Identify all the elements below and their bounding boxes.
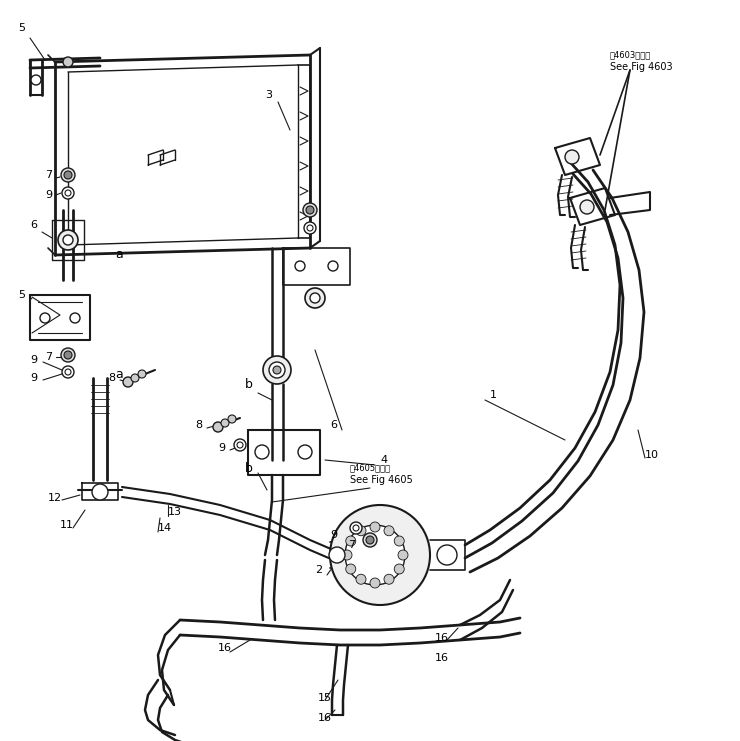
Circle shape bbox=[342, 550, 352, 560]
Text: 9: 9 bbox=[30, 355, 37, 365]
Circle shape bbox=[580, 200, 594, 214]
Text: 16: 16 bbox=[435, 633, 449, 643]
Text: See Fig 4605: See Fig 4605 bbox=[350, 475, 413, 485]
Circle shape bbox=[366, 536, 374, 544]
Circle shape bbox=[398, 550, 408, 560]
Text: 7: 7 bbox=[45, 170, 52, 180]
Text: 9: 9 bbox=[30, 373, 37, 383]
Circle shape bbox=[61, 348, 75, 362]
Circle shape bbox=[64, 351, 72, 359]
Text: 16: 16 bbox=[318, 713, 332, 723]
Circle shape bbox=[213, 422, 223, 432]
Circle shape bbox=[370, 522, 380, 532]
Text: 第4605図参乃: 第4605図参乃 bbox=[350, 464, 391, 473]
Text: 5: 5 bbox=[18, 290, 25, 300]
Circle shape bbox=[328, 261, 338, 271]
Text: See Fig 4603: See Fig 4603 bbox=[610, 62, 673, 72]
Circle shape bbox=[310, 293, 320, 303]
Text: 16: 16 bbox=[435, 653, 449, 663]
Text: 15: 15 bbox=[318, 693, 332, 703]
Circle shape bbox=[356, 574, 366, 584]
Text: 6: 6 bbox=[330, 420, 337, 430]
Circle shape bbox=[61, 168, 75, 182]
Text: 9: 9 bbox=[330, 530, 337, 540]
Text: 3: 3 bbox=[265, 90, 272, 100]
Circle shape bbox=[63, 235, 73, 245]
Circle shape bbox=[40, 313, 50, 323]
Text: 13: 13 bbox=[168, 507, 182, 517]
Circle shape bbox=[363, 533, 377, 547]
Circle shape bbox=[307, 225, 313, 231]
Circle shape bbox=[345, 525, 405, 585]
Circle shape bbox=[92, 484, 108, 500]
Circle shape bbox=[565, 150, 579, 164]
Text: 9: 9 bbox=[218, 443, 225, 453]
Circle shape bbox=[437, 545, 457, 565]
Circle shape bbox=[62, 366, 74, 378]
Circle shape bbox=[330, 505, 430, 605]
Circle shape bbox=[62, 187, 74, 199]
Circle shape bbox=[263, 356, 291, 384]
Circle shape bbox=[65, 190, 71, 196]
Circle shape bbox=[298, 445, 312, 459]
Text: a: a bbox=[115, 248, 123, 262]
Circle shape bbox=[384, 574, 394, 584]
Text: 14: 14 bbox=[158, 523, 172, 533]
Text: 4: 4 bbox=[380, 455, 387, 465]
Text: b: b bbox=[245, 462, 253, 474]
Circle shape bbox=[234, 439, 246, 451]
Circle shape bbox=[123, 377, 133, 387]
Text: 2: 2 bbox=[315, 565, 322, 575]
Circle shape bbox=[384, 526, 394, 536]
Circle shape bbox=[305, 288, 325, 308]
Circle shape bbox=[394, 536, 404, 546]
Circle shape bbox=[350, 522, 362, 534]
Text: 8: 8 bbox=[108, 373, 115, 383]
Circle shape bbox=[63, 57, 73, 67]
Text: 9: 9 bbox=[45, 190, 52, 200]
Text: 5: 5 bbox=[18, 23, 25, 33]
Text: 7: 7 bbox=[45, 352, 52, 362]
Circle shape bbox=[31, 75, 41, 85]
Circle shape bbox=[64, 171, 72, 179]
Text: 6: 6 bbox=[30, 220, 37, 230]
Circle shape bbox=[269, 362, 285, 378]
Circle shape bbox=[58, 230, 78, 250]
Text: 11: 11 bbox=[60, 520, 74, 530]
Circle shape bbox=[394, 564, 404, 574]
Circle shape bbox=[370, 578, 380, 588]
Circle shape bbox=[131, 374, 139, 382]
Circle shape bbox=[304, 222, 316, 234]
Text: 16: 16 bbox=[218, 643, 232, 653]
Text: 7: 7 bbox=[348, 540, 355, 550]
Text: 10: 10 bbox=[645, 450, 659, 460]
Circle shape bbox=[255, 445, 269, 459]
Circle shape bbox=[346, 564, 356, 574]
Circle shape bbox=[237, 442, 243, 448]
Circle shape bbox=[346, 536, 356, 546]
Circle shape bbox=[221, 419, 229, 427]
Circle shape bbox=[295, 261, 305, 271]
Text: 8: 8 bbox=[195, 420, 202, 430]
Circle shape bbox=[329, 547, 345, 563]
Circle shape bbox=[353, 525, 359, 531]
Circle shape bbox=[138, 370, 146, 378]
Circle shape bbox=[70, 313, 80, 323]
Circle shape bbox=[273, 366, 281, 374]
Text: 第4603図参乃: 第4603図参乃 bbox=[610, 50, 651, 59]
Circle shape bbox=[306, 206, 314, 214]
Text: a: a bbox=[115, 368, 123, 382]
Text: b: b bbox=[245, 379, 253, 391]
Circle shape bbox=[228, 415, 236, 423]
Circle shape bbox=[303, 203, 317, 217]
Text: 12: 12 bbox=[48, 493, 62, 503]
Circle shape bbox=[356, 526, 366, 536]
Circle shape bbox=[65, 369, 71, 375]
Text: 1: 1 bbox=[490, 390, 497, 400]
